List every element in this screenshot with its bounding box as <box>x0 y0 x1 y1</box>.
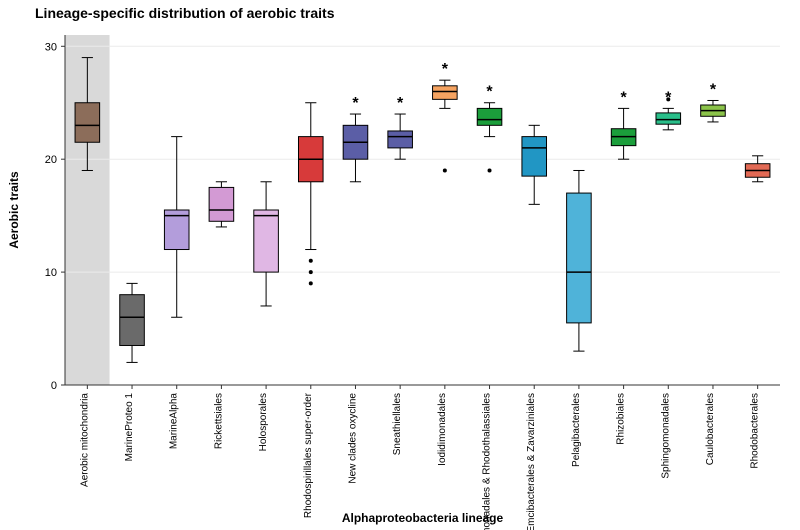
x-tick-label: Holosporales <box>258 393 269 451</box>
x-tick-label: Kordiimonadales & Rhodothalassiales <box>482 393 493 530</box>
outlier <box>488 168 492 172</box>
outlier <box>443 168 447 172</box>
box <box>209 187 234 221</box>
y-axis-label: Aerobic traits <box>7 171 21 249</box>
x-tick-label: Caulobacterales <box>705 393 716 465</box>
outlier <box>309 281 313 285</box>
x-tick-label: Aerobic mitochondria <box>79 393 90 487</box>
significance-star: * <box>486 84 493 101</box>
outlier <box>309 270 313 274</box>
chart-title: Lineage-specific distribution of aerobic… <box>35 5 335 21</box>
x-tick-label: MarineProteo 1 <box>124 393 135 462</box>
significance-star: * <box>665 89 672 106</box>
significance-star: * <box>710 81 717 98</box>
box <box>120 295 145 346</box>
x-tick-label: Sneathiellales <box>392 393 403 455</box>
outlier <box>309 259 313 263</box>
x-tick-label: New clades oxycline <box>347 393 358 484</box>
box <box>477 108 502 125</box>
x-tick-label: Sphingomonadales <box>660 393 671 479</box>
x-tick-label: Rickettsiales <box>213 393 224 449</box>
significance-star: * <box>352 95 359 112</box>
x-tick-label: MarineAlpha <box>169 393 180 450</box>
box <box>522 137 547 177</box>
box <box>656 113 681 124</box>
box <box>388 131 413 148</box>
box <box>567 193 592 323</box>
box <box>254 210 279 272</box>
box <box>75 103 100 143</box>
y-tick-label: 30 <box>45 41 57 53</box>
x-tick-label: Pelagibacterales <box>571 393 582 467</box>
significance-star: * <box>620 89 627 106</box>
x-tick-label: Rhodospirillales super-order <box>303 392 314 518</box>
y-tick-label: 20 <box>45 154 57 166</box>
x-axis-label: Alphaproteobacteria lineage <box>342 511 504 525</box>
x-tick-label: Rhodobacterales <box>750 393 761 469</box>
x-tick-label: Emcibacterales & Zavarziniales <box>526 393 537 530</box>
x-tick-label: Iodidimonadales <box>437 393 448 466</box>
y-tick-label: 0 <box>51 380 57 392</box>
significance-star: * <box>442 61 449 78</box>
box <box>433 86 458 100</box>
y-tick-label: 10 <box>45 267 57 279</box>
significance-star: * <box>397 95 404 112</box>
x-tick-label: Rhizobiales <box>616 393 627 445</box>
